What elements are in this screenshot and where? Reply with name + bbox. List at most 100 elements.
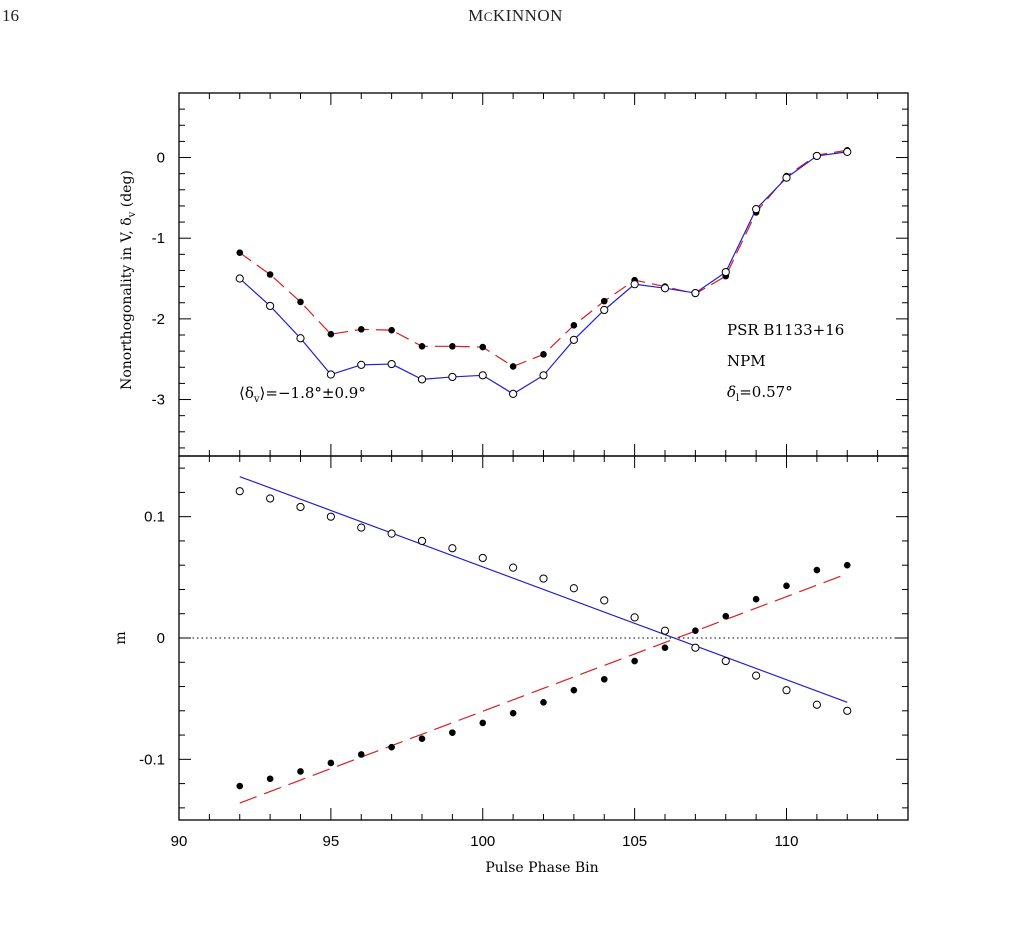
annotation-mean-sub: v	[253, 394, 260, 405]
top-point	[387, 359, 396, 369]
bottom-point	[782, 686, 791, 695]
bottom-point	[692, 627, 699, 635]
top-ylabel-tail: (deg)	[119, 170, 135, 212]
annotation-psr: PSR B1133+16	[727, 321, 844, 339]
bottom-point	[449, 729, 456, 736]
bottom-point	[783, 582, 790, 590]
bottom-xtick-label: 90	[171, 833, 188, 850]
bottom-xtick-label: 110	[775, 833, 799, 850]
bottom-point	[691, 643, 700, 652]
top-point	[478, 371, 487, 380]
running-head-small: C	[483, 9, 493, 24]
bottom-point	[813, 566, 821, 574]
bottom-ytick-label: 0	[157, 630, 165, 647]
top-ytick-label: 0	[157, 150, 165, 167]
top-point	[418, 342, 426, 350]
bottom-point	[448, 544, 457, 553]
top-point	[570, 322, 578, 329]
top-point	[630, 280, 639, 289]
bottom-point	[418, 735, 426, 743]
bottom-point	[296, 502, 305, 512]
top-point	[600, 305, 609, 315]
top-ytick-label: -3	[152, 392, 165, 409]
top-point	[357, 360, 366, 369]
bottom-point	[327, 759, 335, 767]
bottom-xtick-label: 105	[622, 833, 647, 850]
bottom-point	[600, 596, 609, 605]
bottom-point	[236, 782, 244, 790]
bottom-point	[326, 512, 335, 521]
running-head: MCKINNON	[0, 6, 1031, 26]
bottom-point	[540, 699, 547, 706]
bottom-point	[661, 644, 669, 652]
bottom-point	[721, 656, 730, 666]
bottom-point	[387, 529, 396, 538]
bottom-point	[235, 487, 244, 496]
bottom-point	[843, 706, 852, 715]
bottom-point	[812, 700, 821, 709]
bottom-series-0-fit	[239, 476, 848, 703]
annotation-delta-l-suffix: =0.57°	[739, 383, 792, 401]
annotation-delta-l-sub: l	[736, 393, 739, 404]
top-point	[327, 330, 335, 338]
page-number: 16	[2, 6, 19, 25]
bottom-point	[509, 709, 517, 717]
annotation-delta-l: δl=0.57°	[727, 383, 793, 404]
top-point	[843, 147, 852, 156]
bottom-ytick-label: -0.1	[139, 751, 165, 768]
bottom-point	[752, 595, 760, 603]
bottom-point	[630, 613, 639, 622]
bottom-point	[539, 574, 548, 583]
bottom-xlabel: Pulse Phase Bin	[485, 860, 598, 876]
top-point	[266, 271, 274, 278]
bottom-point	[357, 751, 365, 758]
top-panel: 0 -1 -2 -3	[152, 92, 909, 457]
bottom-point	[843, 561, 851, 569]
bottom-point	[600, 675, 608, 683]
running-head-first: M	[468, 6, 484, 25]
annotation-mean-prefix: ⟨δ	[239, 384, 254, 402]
top-point	[691, 288, 700, 298]
top-point	[660, 284, 670, 293]
top-point	[448, 372, 457, 382]
bottom-point	[569, 584, 578, 593]
top-ylabel-main: Nonorthogonality in V, δ	[119, 217, 135, 390]
bottom-ytick-label: 0.1	[144, 509, 165, 526]
top-ylabel-sub: v	[127, 211, 138, 218]
top-point	[569, 335, 578, 344]
bottom-point	[752, 671, 761, 680]
bottom-ylabel: m	[113, 631, 129, 644]
top-point	[388, 326, 395, 334]
running-head-rest: KINNON	[492, 6, 563, 25]
bottom-point	[266, 494, 275, 503]
bottom-point	[357, 523, 366, 532]
top-ytick-label: -2	[152, 311, 165, 328]
top-point	[479, 343, 487, 351]
top-point	[235, 274, 244, 283]
bottom-point	[417, 536, 427, 546]
annotation-mean: ⟨δv⟩=−1.8°±0.9°	[239, 384, 366, 405]
annotation-npm: NPM	[727, 352, 766, 370]
top-point	[782, 173, 791, 182]
top-point	[296, 334, 305, 343]
top-ylabel: Nonorthogonality in V, δv (deg)	[119, 170, 138, 390]
top-point	[266, 301, 275, 311]
top-point	[812, 151, 821, 161]
bottom-point	[570, 686, 578, 694]
top-point	[326, 370, 335, 379]
top-point	[721, 267, 730, 277]
top-point	[539, 371, 548, 380]
top-point	[236, 249, 244, 257]
bottom-xtick-label: 100	[470, 833, 495, 850]
bottom-xtick-label: 95	[323, 833, 340, 850]
bottom-point	[722, 612, 730, 620]
top-point	[417, 375, 427, 384]
top-point	[449, 342, 456, 350]
bottom-point	[479, 719, 487, 727]
bottom-point	[266, 775, 274, 783]
annotation-mean-suffix: ⟩=−1.8°±0.9°	[260, 384, 366, 402]
top-point	[297, 298, 304, 306]
bottom-point	[631, 657, 638, 665]
bottom-panel: 0.1 0 -0.1 90 95 100 105 110	[139, 455, 909, 850]
